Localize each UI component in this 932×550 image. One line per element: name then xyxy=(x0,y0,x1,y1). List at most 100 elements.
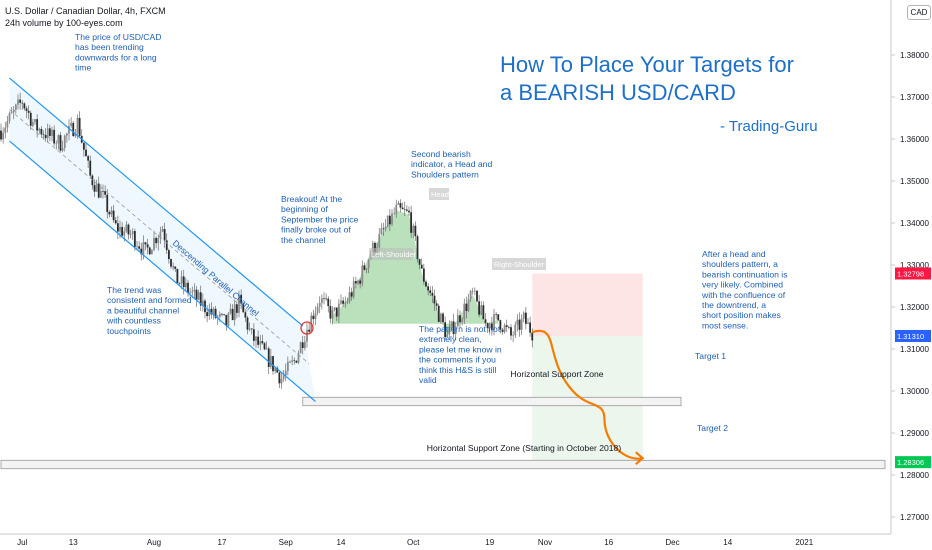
candle-body xyxy=(110,210,113,215)
candle-body xyxy=(108,212,111,215)
candle-body xyxy=(471,290,474,292)
candle-body xyxy=(85,149,87,157)
candle-body xyxy=(29,112,32,126)
candle-body xyxy=(148,247,151,255)
candle-body xyxy=(337,303,340,317)
candle-body xyxy=(352,281,355,297)
candle-body xyxy=(427,286,430,291)
candle-body xyxy=(473,290,476,292)
candle-body xyxy=(91,175,94,186)
candle-body xyxy=(331,309,334,319)
overlay-lines xyxy=(9,77,645,466)
entry-price-tag xyxy=(895,329,931,342)
candle-body xyxy=(221,313,223,315)
y-tick-label: 1.28000 xyxy=(900,471,929,480)
candle-body xyxy=(416,236,419,260)
y-tick-label: 1.27000 xyxy=(900,513,929,522)
candle-body xyxy=(323,298,325,299)
candle-body xyxy=(361,265,364,284)
candle-body xyxy=(499,320,502,330)
candle-body xyxy=(395,204,398,214)
candle-body xyxy=(99,190,102,198)
candle-body xyxy=(74,133,77,137)
candle-body xyxy=(142,242,145,255)
candle-body xyxy=(163,229,166,241)
candle-body xyxy=(448,327,451,335)
annotation-channel: The trend was consistent and formed a beau… xyxy=(106,285,192,336)
candle-body xyxy=(76,117,79,134)
candle-body xyxy=(269,356,272,367)
candle-body xyxy=(512,335,515,336)
target-price-label: 1.28306 xyxy=(897,458,924,467)
candle-body xyxy=(442,313,444,323)
candle-body xyxy=(193,289,196,292)
candle-body xyxy=(55,143,58,144)
candle-body xyxy=(380,228,383,234)
target-1-label: Target 1 xyxy=(695,351,726,361)
x-tick-label: Nov xyxy=(538,538,552,547)
candle-body xyxy=(391,213,393,225)
candle-body xyxy=(14,104,17,110)
candle-body xyxy=(65,133,68,136)
candle-body xyxy=(469,291,472,300)
candle-body xyxy=(250,328,253,330)
candle-body xyxy=(365,268,368,270)
candle-body xyxy=(359,280,362,284)
candle-body xyxy=(490,323,493,331)
candle-body xyxy=(484,319,487,324)
candle-body xyxy=(459,315,461,323)
support-zone-2 xyxy=(0,459,886,470)
candle-body xyxy=(303,341,306,348)
candle-body xyxy=(261,341,264,344)
y-tick-label: 1.36000 xyxy=(900,135,929,144)
candle-body xyxy=(301,342,304,348)
candle-body xyxy=(257,336,260,345)
candle-body xyxy=(180,276,183,284)
candle-body xyxy=(452,321,455,335)
channel-fill xyxy=(9,78,316,402)
candle-body xyxy=(410,212,413,233)
candle-body xyxy=(280,378,283,384)
candle-body xyxy=(87,156,90,161)
y-tick-label: 1.32000 xyxy=(900,303,929,312)
candle-body xyxy=(329,306,332,319)
candle-body xyxy=(227,313,230,326)
candle-body xyxy=(399,203,402,208)
candle-body xyxy=(401,207,404,210)
entry-price-label: 1.31310 xyxy=(897,332,924,341)
candle-body xyxy=(252,329,255,341)
candle-body xyxy=(223,314,226,315)
candle-body xyxy=(348,292,351,302)
candle-body xyxy=(23,103,26,109)
y-tick-label: 1.30000 xyxy=(900,387,929,396)
candle-body xyxy=(293,360,296,362)
candle-body xyxy=(17,99,19,105)
candle-body xyxy=(255,336,257,341)
candle-body xyxy=(63,135,66,149)
candle-body xyxy=(57,135,60,144)
candle-body xyxy=(42,134,45,136)
candle-body xyxy=(176,268,179,283)
volume-indicator: 24h volume by 100-eyes.com xyxy=(5,18,123,28)
right-shoulder-tag xyxy=(492,258,546,270)
candle-body xyxy=(393,213,396,214)
candle-body xyxy=(274,367,277,372)
candle-body xyxy=(159,231,162,239)
candle-body xyxy=(291,360,294,362)
candle-body xyxy=(21,102,24,104)
candle-body xyxy=(44,134,47,139)
candle-body xyxy=(172,266,175,268)
currency-button[interactable]: CAD xyxy=(907,5,931,20)
candle-body xyxy=(354,281,357,284)
y-tick-label: 1.35000 xyxy=(900,177,929,186)
candle-body xyxy=(350,292,353,297)
candle-body xyxy=(214,308,217,318)
candle-body xyxy=(161,229,164,232)
candle-body xyxy=(51,129,53,136)
candle-body xyxy=(61,148,64,151)
candle-body xyxy=(31,122,34,126)
right-shoulder-label: Right-Shoulder xyxy=(494,260,545,269)
candle-body xyxy=(167,250,170,260)
price-tags: 1.32798 1.31310 1.28306 xyxy=(895,267,931,469)
